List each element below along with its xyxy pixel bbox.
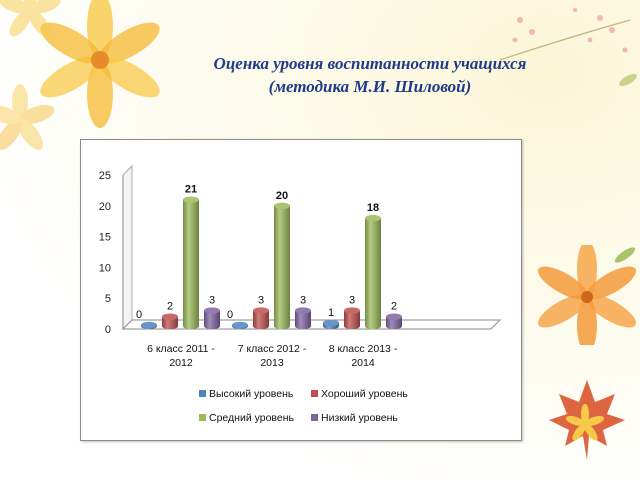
bar-body [295, 310, 311, 330]
flower-decoration-right [537, 245, 637, 345]
data-label: 2 [167, 301, 173, 313]
bar-body [365, 218, 381, 330]
bar-body [274, 205, 290, 330]
flower-decoration-top-right [499, 8, 637, 87]
chart-area: 0 5 10 15 20 25 0 2 21 3 6 класс 2011 -2012 0 3 20 3 7 … [80, 139, 522, 441]
bar-body [344, 310, 360, 330]
data-label: 3 [209, 295, 215, 307]
x-category-label: 6 класс 2011 - [147, 343, 215, 355]
data-label: 21 [185, 184, 197, 196]
bar-top [141, 321, 157, 329]
x-category-label: 7 класс 2012 - [238, 343, 307, 355]
legend-label: Высокий уровень [209, 388, 294, 400]
x-category-label: 2013 [260, 357, 284, 369]
bar-top [253, 307, 269, 314]
bar-top [232, 321, 248, 329]
bar-body [183, 199, 199, 330]
y-tick-label: 10 [99, 262, 111, 274]
legend-swatch [199, 414, 206, 421]
x-category-label: 2014 [351, 357, 375, 369]
legend-label: Хороший уровень [321, 388, 408, 400]
chart-side-wall [122, 165, 133, 330]
legend-swatch [311, 390, 318, 397]
y-tick-label: 0 [105, 324, 111, 336]
bar-3-1 [295, 307, 311, 330]
flower-decoration-top-left [0, 0, 160, 150]
bar-1-1 [253, 307, 269, 330]
data-label: 20 [276, 190, 288, 202]
bar-body [386, 316, 402, 330]
data-label: 2 [391, 301, 397, 313]
x-category-label: 8 класс 2013 - [329, 343, 398, 355]
page-title: Оценка уровня воспитанности учащихся (ме… [150, 52, 590, 98]
bar-top [295, 307, 311, 314]
legend-swatch [311, 414, 318, 421]
bar-body [253, 310, 269, 330]
maple-leaf-decoration [549, 380, 625, 460]
y-tick-label: 20 [99, 201, 111, 213]
bar-2-2 [365, 214, 381, 330]
bar-0-2 [323, 319, 339, 330]
bar-1-0 [162, 313, 178, 330]
bar-top [204, 307, 220, 314]
title-line-1: Оценка уровня воспитанности учащихся [213, 54, 527, 73]
bar-2-1 [274, 202, 290, 330]
bar-top [323, 319, 339, 327]
bar-top [344, 307, 360, 314]
bar-3-0 [204, 307, 220, 330]
bar-1-2 [344, 307, 360, 330]
bar-top [274, 202, 290, 209]
bar-top [365, 214, 381, 222]
bar-body [204, 310, 220, 330]
legend-swatch [199, 390, 206, 397]
data-label: 3 [349, 295, 355, 307]
bar-2-0 [183, 196, 199, 330]
bar-body [162, 316, 178, 330]
data-label: 3 [300, 295, 306, 307]
title-line-2: (методика М.И. Шиловой) [268, 77, 472, 96]
legend-label: Средний уровень [209, 412, 295, 424]
bar-3-2 [386, 313, 402, 330]
data-label: 3 [258, 295, 264, 307]
data-label: 1 [328, 307, 334, 319]
bar-top [162, 313, 178, 320]
legend-label: Низкий уровень [321, 412, 398, 424]
y-tick-label: 15 [99, 232, 111, 244]
y-tick-label: 5 [105, 293, 111, 305]
bar-top [183, 196, 199, 203]
data-label: 18 [367, 202, 379, 214]
bar-top [386, 313, 402, 320]
bar-0-0 [141, 321, 157, 330]
x-category-label: 2012 [169, 357, 193, 369]
bar-0-1 [232, 321, 248, 330]
y-tick-label: 25 [99, 170, 111, 182]
data-label: 0 [227, 309, 233, 321]
data-label: 0 [136, 309, 142, 321]
chart-floor [121, 319, 502, 330]
